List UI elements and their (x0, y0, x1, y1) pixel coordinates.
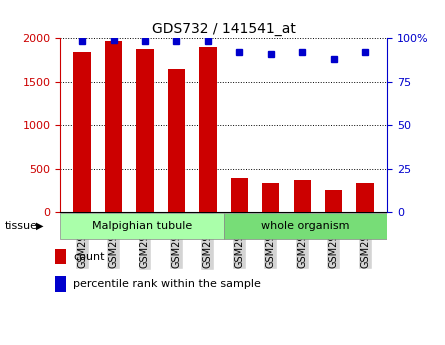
Bar (73, 52, 91, 212)
Bar (294, 180, 311, 212)
Bar (199, 47, 217, 212)
Text: Malpighian tubule: Malpighian tubule (92, 221, 192, 231)
Bar (60, 213, 224, 239)
Bar (231, 178, 248, 212)
Bar (325, 189, 342, 212)
Bar (136, 49, 154, 212)
Text: whole organism: whole organism (261, 221, 350, 231)
Text: ▶: ▶ (36, 221, 43, 231)
Bar (105, 41, 122, 212)
Bar (55, 276, 66, 292)
Text: percentile rank within the sample: percentile rank within the sample (73, 279, 261, 289)
Bar (356, 184, 374, 212)
Text: count: count (73, 252, 105, 262)
Bar (55, 249, 66, 264)
Bar (262, 184, 279, 212)
Text: tissue: tissue (4, 221, 37, 231)
Bar (224, 213, 387, 239)
Bar (168, 69, 185, 212)
Title: GDS732 / 141541_at: GDS732 / 141541_at (152, 21, 295, 36)
